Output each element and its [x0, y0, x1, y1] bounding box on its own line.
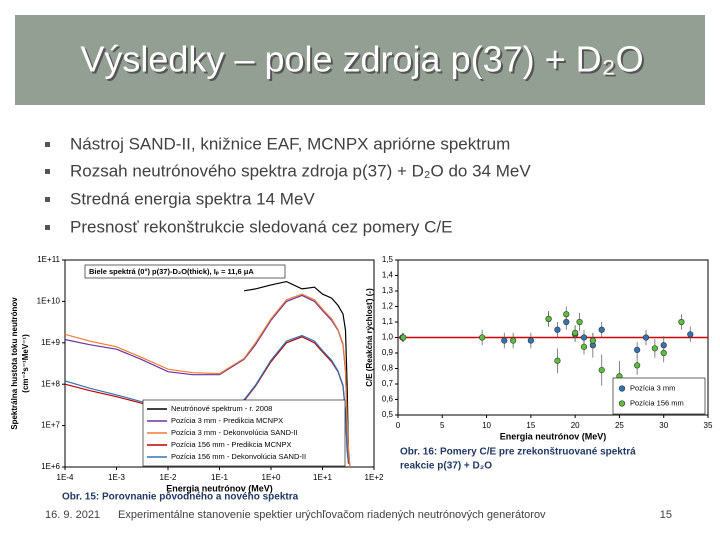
annotation-box: [84, 264, 286, 279]
data-point: [527, 337, 534, 344]
data-point: [479, 334, 486, 341]
data-point: [554, 357, 561, 364]
slide-title: Výsledky – pole zdroja p(37) + D₂O: [80, 39, 643, 80]
x-tick-label: 0: [396, 421, 401, 430]
y-tick-label: 1E+10: [37, 297, 61, 306]
x-tick-label: 1E-1: [211, 473, 228, 482]
y-axis-title: C/E (Reakčná rýchlosť) (-): [365, 288, 374, 387]
legend-label: Pozícia 3 mm: [630, 383, 675, 392]
caption: Obr. 15: Porovnanie pôvodného a nového s…: [62, 492, 299, 503]
x-tick-label: 1E+0: [262, 473, 281, 482]
y-tick-label: 0,8: [382, 364, 394, 373]
x-tick-label: 20: [571, 421, 580, 430]
data-point: [642, 334, 650, 341]
legend-box: [142, 399, 346, 467]
data-point: [651, 345, 658, 352]
legend-label: Neutrónové spektrum - r. 2008: [171, 404, 272, 413]
x-tick-label: 35: [704, 421, 713, 430]
caption: reakcie p(37) + D₂O: [400, 461, 492, 472]
data-point: [501, 337, 508, 344]
y-tick-label: 0,9: [382, 348, 394, 357]
bullet-marker: [45, 142, 50, 147]
y-tick-label: 1,3: [382, 286, 394, 295]
bullet: Presnosť rekonštrukcie sledovaná cez pom…: [70, 217, 452, 236]
bullet-marker: [45, 169, 50, 174]
data-point: [589, 337, 596, 344]
legend-label: Pozícia 3 mm - Predikcia MCNPX: [171, 416, 283, 425]
data-point: [400, 334, 407, 341]
y-tick-label: 0,7: [382, 379, 394, 388]
y-tick-label: 1,0: [382, 333, 394, 342]
y-tick-label: 1E+11: [37, 255, 60, 264]
x-tick-label: 1E-3: [108, 473, 125, 482]
y-tick-label: 0,6: [382, 395, 394, 404]
data-point: [660, 349, 667, 357]
y-tick-label: 1,2: [382, 302, 394, 311]
series-line: [244, 280, 350, 455]
page-number: 15: [660, 509, 672, 521]
bullet: Stredná energia spektra 14 MeV: [70, 189, 315, 208]
data-point: [634, 362, 641, 369]
x-tick-label: 30: [659, 421, 668, 430]
bullet: Rozsah neutrónového spektra zdroja p(37)…: [70, 161, 531, 180]
bullet-marker: [45, 225, 50, 230]
data-point: [510, 337, 517, 344]
y-tick-label: 1E+8: [41, 379, 60, 388]
data-point: [572, 329, 579, 336]
legend-label: Pozícia 156 mm: [630, 398, 684, 407]
legend-label: Pozícia 156 mm - Predikcia MCNPX: [171, 440, 291, 449]
data-point: [554, 326, 561, 333]
x-axis-title: Energia neutrónov (MeV): [500, 431, 607, 441]
y-tick-label: 1,1: [382, 317, 394, 326]
legend-label: Pozícia 156 mm - Dekonvolúcia SAND-II: [171, 452, 306, 461]
series-line: [64, 293, 351, 468]
legend-swatch: [618, 400, 626, 407]
x-tick-label: 25: [615, 421, 624, 430]
y-tick-label: 1E+7: [41, 421, 60, 430]
bullet: Nástroj SAND-II, knižnice EAF, MCNPX apr…: [70, 134, 510, 153]
data-point: [580, 343, 588, 350]
data-point: [576, 318, 583, 326]
y-axis-title: (cm⁻²s⁻¹MeV⁻¹): [21, 334, 30, 393]
annotation: Biele spektrá (0°) p(37)-D₂O(thick), Iₚ …: [89, 267, 254, 276]
footer-text: Experimentálne stanovenie spektier urých…: [118, 509, 546, 521]
footer-date: 16. 9. 2021: [45, 509, 100, 521]
data-point: [687, 331, 694, 338]
legend-label: Pozícia 3 mm - Dekonvolúcia SAND-II: [171, 428, 298, 437]
data-point: [598, 366, 605, 374]
legend-box: [612, 377, 706, 415]
title-bar: [15, 15, 705, 105]
x-tick-label: 1E-4: [57, 473, 74, 482]
y-tick-label: 1,5: [382, 255, 394, 264]
caption: Obr. 16: Pomery C/E pre zrekonštruované …: [400, 447, 636, 458]
legend-swatch: [618, 385, 626, 392]
data-point: [598, 326, 605, 333]
bullet-marker: [45, 197, 50, 202]
x-tick-label: 1E+2: [365, 473, 384, 482]
x-tick-label: 15: [526, 421, 535, 430]
x-tick-label: 1E+1: [313, 473, 332, 482]
y-tick-label: 0,5: [382, 410, 394, 419]
title-shadow: Výsledky – pole zdroja p(37) + D₂O: [82, 41, 645, 82]
y-tick-label: 1E+6: [41, 462, 60, 471]
y-tick-label: 1E+9: [41, 338, 60, 347]
bullet-list: Nástroj SAND-II, knižnice EAF, MCNPX apr…: [45, 134, 531, 236]
data-point: [678, 318, 685, 326]
x-axis-title: Energia neutrónov (MeV): [166, 483, 273, 493]
data-point: [545, 315, 552, 323]
x-tick-label: 1E-2: [160, 473, 177, 482]
x-tick-label: 5: [440, 421, 445, 430]
data-point: [563, 311, 570, 318]
y-tick-label: 1,4: [382, 271, 394, 280]
x-tick-label: 10: [482, 421, 491, 430]
data-point: [634, 346, 641, 354]
y-axis-title: Spektrálna hustota toku neutrónov: [10, 297, 19, 430]
